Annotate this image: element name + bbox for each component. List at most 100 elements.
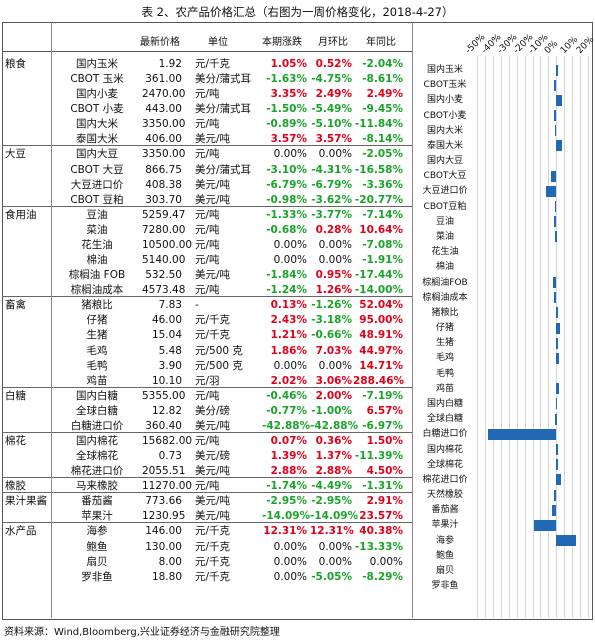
item-name: 国内玉米	[76, 58, 118, 70]
chart-category-label: CBOT豆粕	[423, 201, 467, 212]
chart-category-label: 菜油	[435, 231, 454, 242]
group-divider	[2, 492, 412, 494]
month-change-cell: 0.00%	[318, 254, 352, 267]
unit-cell: 美元/吨	[195, 133, 231, 146]
price-cell: 3.90	[158, 359, 182, 372]
category-cell: 棉花	[5, 435, 26, 447]
item-name: 棉花进口价	[70, 465, 124, 478]
week-change-cell: 0.00%	[273, 238, 307, 251]
month-change-cell: 1.26%	[315, 284, 352, 297]
item-name: 棉油	[86, 254, 108, 267]
price-cell: 7280.00	[142, 223, 186, 236]
unit-cell: 元/吨	[195, 223, 220, 236]
month-change-cell: 0.36%	[315, 435, 352, 447]
chart-category-label: 国内玉米	[426, 65, 463, 75]
category-cell	[5, 569, 51, 585]
month-change-cell: -4.31%	[311, 163, 352, 176]
price-cell: 5259.47	[142, 208, 186, 221]
category-cell: 畜禽	[5, 299, 26, 312]
month-change-cell: -5.10%	[311, 118, 352, 131]
year-change-cell: -7.19%	[362, 389, 403, 402]
item-name: 罗非鱼	[81, 570, 113, 583]
month-change-cell: 3.57%	[315, 133, 352, 146]
year-change-cell: 14.71%	[359, 359, 403, 372]
year-change-cell: -7.08%	[362, 238, 403, 251]
price-cell: 12.82	[151, 404, 182, 417]
price-cell: 1230.95	[142, 510, 186, 523]
chart-category-label: 苹果汁	[431, 520, 459, 531]
unit-cell: 美元/磅	[195, 450, 231, 463]
item-name: CBOT 小麦	[70, 103, 124, 116]
month-change-cell: -1.00%	[311, 404, 352, 417]
unit-cell: 元/吨	[195, 389, 220, 402]
unit-cell: 元/千克	[195, 329, 231, 342]
category-cell	[5, 101, 51, 117]
item-name: 鸡苗	[86, 374, 108, 387]
chart-category-label: CBOT玉米	[423, 80, 467, 91]
item-name: 白糖进口价	[70, 419, 124, 432]
year-change-cell: -8.29%	[362, 570, 403, 583]
gridline	[492, 56, 494, 618]
item-name: 棕榈油成本	[70, 284, 124, 297]
price-cell: 361.00	[145, 73, 182, 86]
week-change-cell: 0.00%	[273, 359, 307, 372]
year-change-cell: 95.00%	[359, 314, 403, 327]
group-divider	[2, 386, 412, 388]
week-change-cell: -1.74%	[266, 480, 307, 493]
month-change-cell: 0.95%	[315, 269, 352, 282]
chart-category-label: CBOT大豆	[423, 171, 467, 182]
unit-cell: 元/500 克	[195, 344, 243, 357]
month-change-cell: 1.37%	[315, 450, 352, 463]
price-cell: 443.00	[145, 103, 182, 116]
bar	[556, 383, 560, 395]
category-cell: 果汁果酱	[5, 495, 47, 508]
table-frame	[2, 22, 593, 620]
week-change-cell: 1.05%	[270, 58, 307, 70]
week-change-cell: -0.68%	[266, 223, 307, 236]
chart-category-label: 白糖进口价	[422, 429, 468, 440]
year-change-cell: -13.33%	[354, 540, 403, 553]
month-change-cell: -2.95%	[311, 495, 352, 508]
month-change-cell: 0.28%	[315, 223, 352, 236]
unit-cell: 元/吨	[195, 238, 220, 251]
bar	[556, 352, 560, 364]
week-change-cell: 0.00%	[273, 555, 307, 568]
month-change-cell: -42.88%	[310, 419, 359, 432]
chart-category-label: 罗非鱼	[431, 581, 459, 592]
item-name: 毛鸭	[86, 359, 108, 372]
unit-cell: 元/千克	[195, 58, 231, 70]
month-change-cell: 7.03%	[315, 344, 352, 357]
header-price: 最新价格	[140, 37, 180, 48]
week-change-cell: 12.31%	[263, 525, 307, 538]
price-cell: 773.66	[145, 495, 182, 508]
chart-category-label: 鸡苗	[435, 383, 454, 394]
week-change-cell: -14.09%	[262, 510, 311, 523]
category-cell	[5, 116, 51, 132]
item-name: 国内小麦	[76, 88, 118, 101]
unit-cell: 美元/吨	[195, 465, 231, 478]
price-cell: 146.00	[145, 525, 182, 538]
bar	[556, 140, 562, 152]
gridline	[516, 56, 518, 618]
chart-category-label: 仔猪	[435, 323, 454, 334]
item-name: 花生油	[81, 238, 113, 251]
item-name: 鲍鱼	[86, 540, 108, 553]
item-name: 棕榈油 FOB	[68, 269, 126, 282]
bar	[556, 307, 558, 319]
category-cell	[5, 177, 51, 193]
year-change-cell: 48.91%	[359, 329, 403, 342]
unit-cell: 美分/蒲式耳	[195, 163, 252, 176]
year-change-cell: 6.57%	[366, 404, 403, 417]
price-cell: 3350.00	[142, 118, 186, 131]
price-cell: 4573.48	[142, 284, 186, 297]
month-change-cell: 3.06%	[315, 374, 352, 387]
week-change-cell: 3.35%	[270, 88, 307, 101]
year-change-cell: 23.57%	[359, 510, 403, 523]
item-name: 国内棉花	[76, 435, 118, 447]
week-change-cell: 1.86%	[270, 344, 307, 357]
price-cell: 0.73	[158, 450, 182, 463]
year-change-cell: -14.00%	[354, 284, 403, 297]
chart-category-label: CBOT小麦	[423, 110, 467, 121]
price-cell: 360.40	[145, 419, 182, 432]
price-cell: 5355.00	[142, 389, 186, 402]
